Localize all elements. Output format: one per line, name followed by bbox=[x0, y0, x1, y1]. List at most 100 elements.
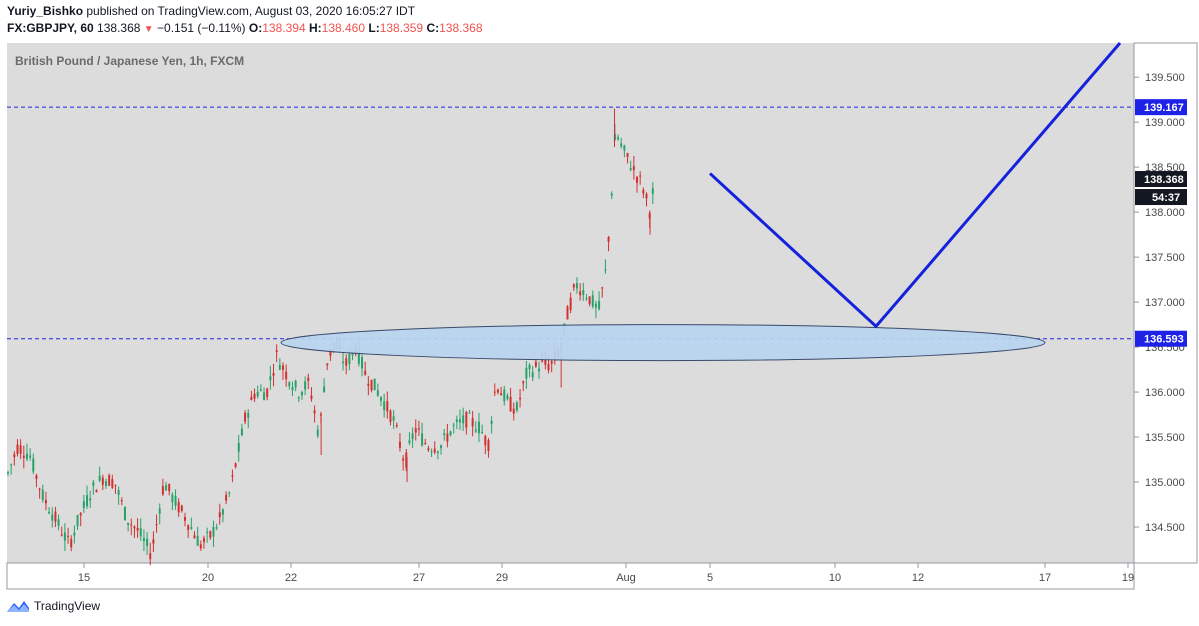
price-tick-label: 137.500 bbox=[1145, 252, 1185, 264]
candle-body bbox=[184, 517, 187, 521]
candle-body bbox=[449, 431, 452, 436]
candle-body bbox=[281, 365, 284, 370]
support-zone[interactable] bbox=[280, 324, 1046, 362]
candle-body bbox=[307, 377, 310, 382]
candle-body bbox=[651, 188, 654, 194]
candle-body bbox=[190, 527, 193, 529]
candle-body bbox=[127, 522, 130, 525]
candle-body bbox=[212, 526, 215, 537]
candle-body bbox=[620, 143, 623, 147]
candle-body bbox=[414, 428, 417, 433]
candle-body bbox=[111, 479, 114, 488]
candle-body bbox=[531, 372, 534, 378]
candle-body bbox=[285, 371, 288, 380]
candle-body bbox=[7, 472, 9, 474]
low-label: L: bbox=[368, 21, 380, 35]
candle-body bbox=[29, 455, 32, 458]
candle-body bbox=[114, 484, 117, 486]
time-tick-label: 22 bbox=[285, 572, 297, 584]
projection-path[interactable] bbox=[708, 42, 1122, 329]
candle-body bbox=[528, 365, 531, 370]
candle-body bbox=[139, 528, 142, 537]
candle-body bbox=[591, 295, 594, 307]
candle-body bbox=[323, 386, 326, 393]
candle-body bbox=[57, 519, 60, 526]
candle-body bbox=[79, 513, 82, 516]
candle-body bbox=[430, 451, 433, 453]
open-value: 138.394 bbox=[262, 21, 306, 35]
candle-body bbox=[379, 397, 382, 401]
candle-body bbox=[326, 363, 329, 366]
candle-body bbox=[146, 538, 149, 547]
projection-line[interactable] bbox=[708, 42, 1122, 329]
candle-body bbox=[193, 535, 196, 539]
candle-body bbox=[547, 363, 550, 371]
candle-body bbox=[465, 411, 468, 428]
candle-body bbox=[392, 416, 395, 421]
candle-body bbox=[225, 494, 228, 501]
candle-body bbox=[538, 368, 541, 372]
candle-body bbox=[550, 361, 553, 364]
candle-body bbox=[250, 396, 253, 400]
support-zone-ellipse[interactable] bbox=[280, 324, 1046, 362]
candle-body bbox=[421, 433, 424, 446]
candle-body bbox=[104, 481, 107, 486]
candle-body bbox=[348, 353, 351, 364]
candle-body bbox=[297, 397, 300, 399]
candle-body bbox=[228, 492, 231, 494]
candle-body bbox=[440, 445, 443, 449]
candle-body bbox=[462, 415, 465, 424]
price-tick-label: 134.500 bbox=[1145, 522, 1185, 534]
candle-body bbox=[493, 391, 496, 393]
author-name[interactable]: Yuriy_Bishko bbox=[7, 4, 84, 18]
candle-body bbox=[108, 475, 111, 486]
candle-body bbox=[221, 509, 224, 515]
candle-body bbox=[294, 380, 297, 388]
candle-body bbox=[367, 383, 370, 386]
candle-body bbox=[142, 537, 145, 542]
candle-body bbox=[515, 402, 518, 411]
candle-body bbox=[253, 393, 256, 399]
candle-body bbox=[601, 287, 604, 289]
candle-body bbox=[544, 359, 547, 365]
candle-body bbox=[487, 440, 490, 451]
candle-body bbox=[35, 475, 38, 479]
down-arrow-icon: ▼ bbox=[143, 24, 154, 35]
candle-body bbox=[471, 418, 474, 427]
price-tick-labels: 134.500135.000135.500136.000136.500137.0… bbox=[1134, 72, 1185, 534]
price-tick-label: 135.500 bbox=[1145, 432, 1185, 444]
candle-body bbox=[639, 175, 642, 177]
candle-body bbox=[180, 505, 183, 511]
candle-body bbox=[443, 433, 446, 436]
candle-body bbox=[389, 410, 392, 422]
time-tick-label: 20 bbox=[202, 572, 214, 584]
price-label-text: 54:37 bbox=[1152, 192, 1180, 204]
candle-body bbox=[41, 489, 44, 501]
time-tick-label: 27 bbox=[413, 572, 425, 584]
candle-body bbox=[433, 448, 436, 453]
candle-body bbox=[247, 412, 250, 418]
price-label-text: 139.167 bbox=[1144, 102, 1184, 114]
candle-body bbox=[500, 393, 503, 396]
candle-body bbox=[133, 526, 136, 529]
candle-body bbox=[244, 412, 247, 422]
candle-body bbox=[174, 495, 177, 506]
candle-body bbox=[120, 500, 123, 502]
candle-body bbox=[98, 475, 101, 481]
candle-body bbox=[22, 455, 25, 458]
brand-name[interactable]: TradingView bbox=[34, 599, 101, 613]
candle-body bbox=[209, 531, 212, 538]
price-tick-label: 138.000 bbox=[1145, 207, 1185, 219]
time-tick-label: 15 bbox=[78, 572, 90, 584]
candle-body bbox=[604, 269, 607, 271]
candle-body bbox=[626, 153, 629, 157]
candle-body bbox=[272, 372, 275, 376]
candle-body bbox=[623, 145, 626, 151]
candle-body bbox=[455, 419, 458, 422]
candle-body bbox=[373, 378, 376, 391]
candle-body bbox=[316, 429, 319, 436]
price-change: −0.151 (−0.11%) bbox=[157, 21, 246, 35]
candle-body bbox=[636, 176, 639, 183]
price-label-box bbox=[1135, 330, 1187, 347]
